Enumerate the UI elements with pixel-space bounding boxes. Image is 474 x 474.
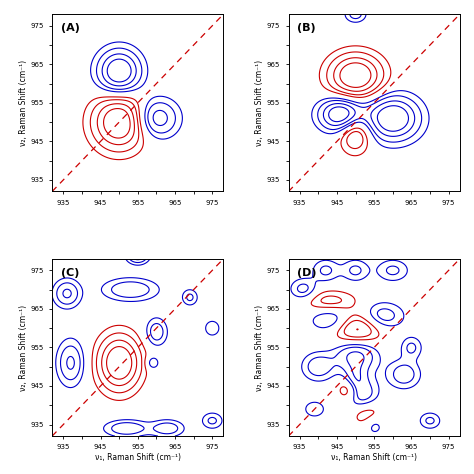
Text: (A): (A) <box>61 23 80 33</box>
Text: (D): (D) <box>297 268 317 278</box>
Text: (B): (B) <box>297 23 316 33</box>
Y-axis label: ν₂, Raman Shift (cm⁻¹): ν₂, Raman Shift (cm⁻¹) <box>18 60 27 146</box>
Y-axis label: ν₂, Raman Shift (cm⁻¹): ν₂, Raman Shift (cm⁻¹) <box>255 304 264 391</box>
X-axis label: ν₁, Raman Shift (cm⁻¹): ν₁, Raman Shift (cm⁻¹) <box>95 453 181 462</box>
Text: (C): (C) <box>61 268 79 278</box>
Y-axis label: ν₂, Raman Shift (cm⁻¹): ν₂, Raman Shift (cm⁻¹) <box>255 60 264 146</box>
Y-axis label: ν₂, Raman Shift (cm⁻¹): ν₂, Raman Shift (cm⁻¹) <box>18 304 27 391</box>
X-axis label: ν₁, Raman Shift (cm⁻¹): ν₁, Raman Shift (cm⁻¹) <box>331 453 417 462</box>
